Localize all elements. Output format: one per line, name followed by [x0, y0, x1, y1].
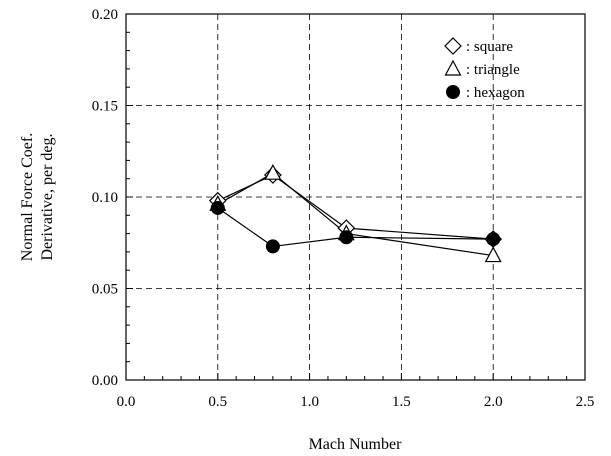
series-line-diamond — [217, 174, 494, 240]
legend-marker-circle — [446, 85, 460, 99]
legend-label: : square — [466, 39, 513, 55]
series-line-triangle — [217, 172, 494, 257]
x-tick-label: 0.0 — [117, 394, 136, 410]
data-point-circle — [265, 239, 280, 254]
y-tick-labels: 0.00 0.05 0.10 0.15 0.20 — [92, 7, 118, 389]
y-tick-label: 0.10 — [92, 190, 118, 206]
legend-marker-triangle — [444, 59, 462, 76]
grid — [126, 14, 585, 380]
legend: : square : triangle : hexagon — [444, 37, 525, 101]
x-tick-labels: 0.0 0.5 1.0 1.5 2.0 2.5 — [117, 394, 595, 410]
x-axis-label: Mach Number — [309, 436, 403, 453]
legend-label: : triangle — [466, 62, 520, 78]
y-axis-label-line1: Normal Force Coef. — [19, 133, 36, 261]
series-line-circle — [217, 207, 494, 248]
x-tick-label: 1.0 — [300, 394, 319, 410]
legend-marker-diamond — [444, 37, 462, 55]
data-point-triangle — [264, 163, 282, 180]
series-lines — [217, 172, 494, 257]
plot-frame — [125, 13, 586, 381]
series-markers — [208, 163, 503, 263]
data-point-circle — [339, 230, 354, 245]
data-point-circle — [486, 232, 501, 247]
y-tick-label: 0.05 — [92, 282, 118, 298]
y-tick-label: 0.00 — [92, 373, 118, 389]
x-tick-label: 2.5 — [576, 394, 595, 410]
data-point-triangle — [484, 246, 502, 263]
y-tick-label: 0.20 — [92, 7, 118, 23]
minor-ticks — [125, 13, 586, 381]
legend-label: : hexagon — [466, 85, 525, 101]
x-tick-label: 1.5 — [392, 394, 411, 410]
x-tick-label: 0.5 — [208, 394, 227, 410]
x-tick-label: 2.0 — [484, 394, 503, 410]
y-tick-label: 0.15 — [92, 99, 118, 115]
data-point-circle — [210, 200, 225, 215]
y-axis-label-line2: Derivative, per deg. — [39, 133, 56, 260]
